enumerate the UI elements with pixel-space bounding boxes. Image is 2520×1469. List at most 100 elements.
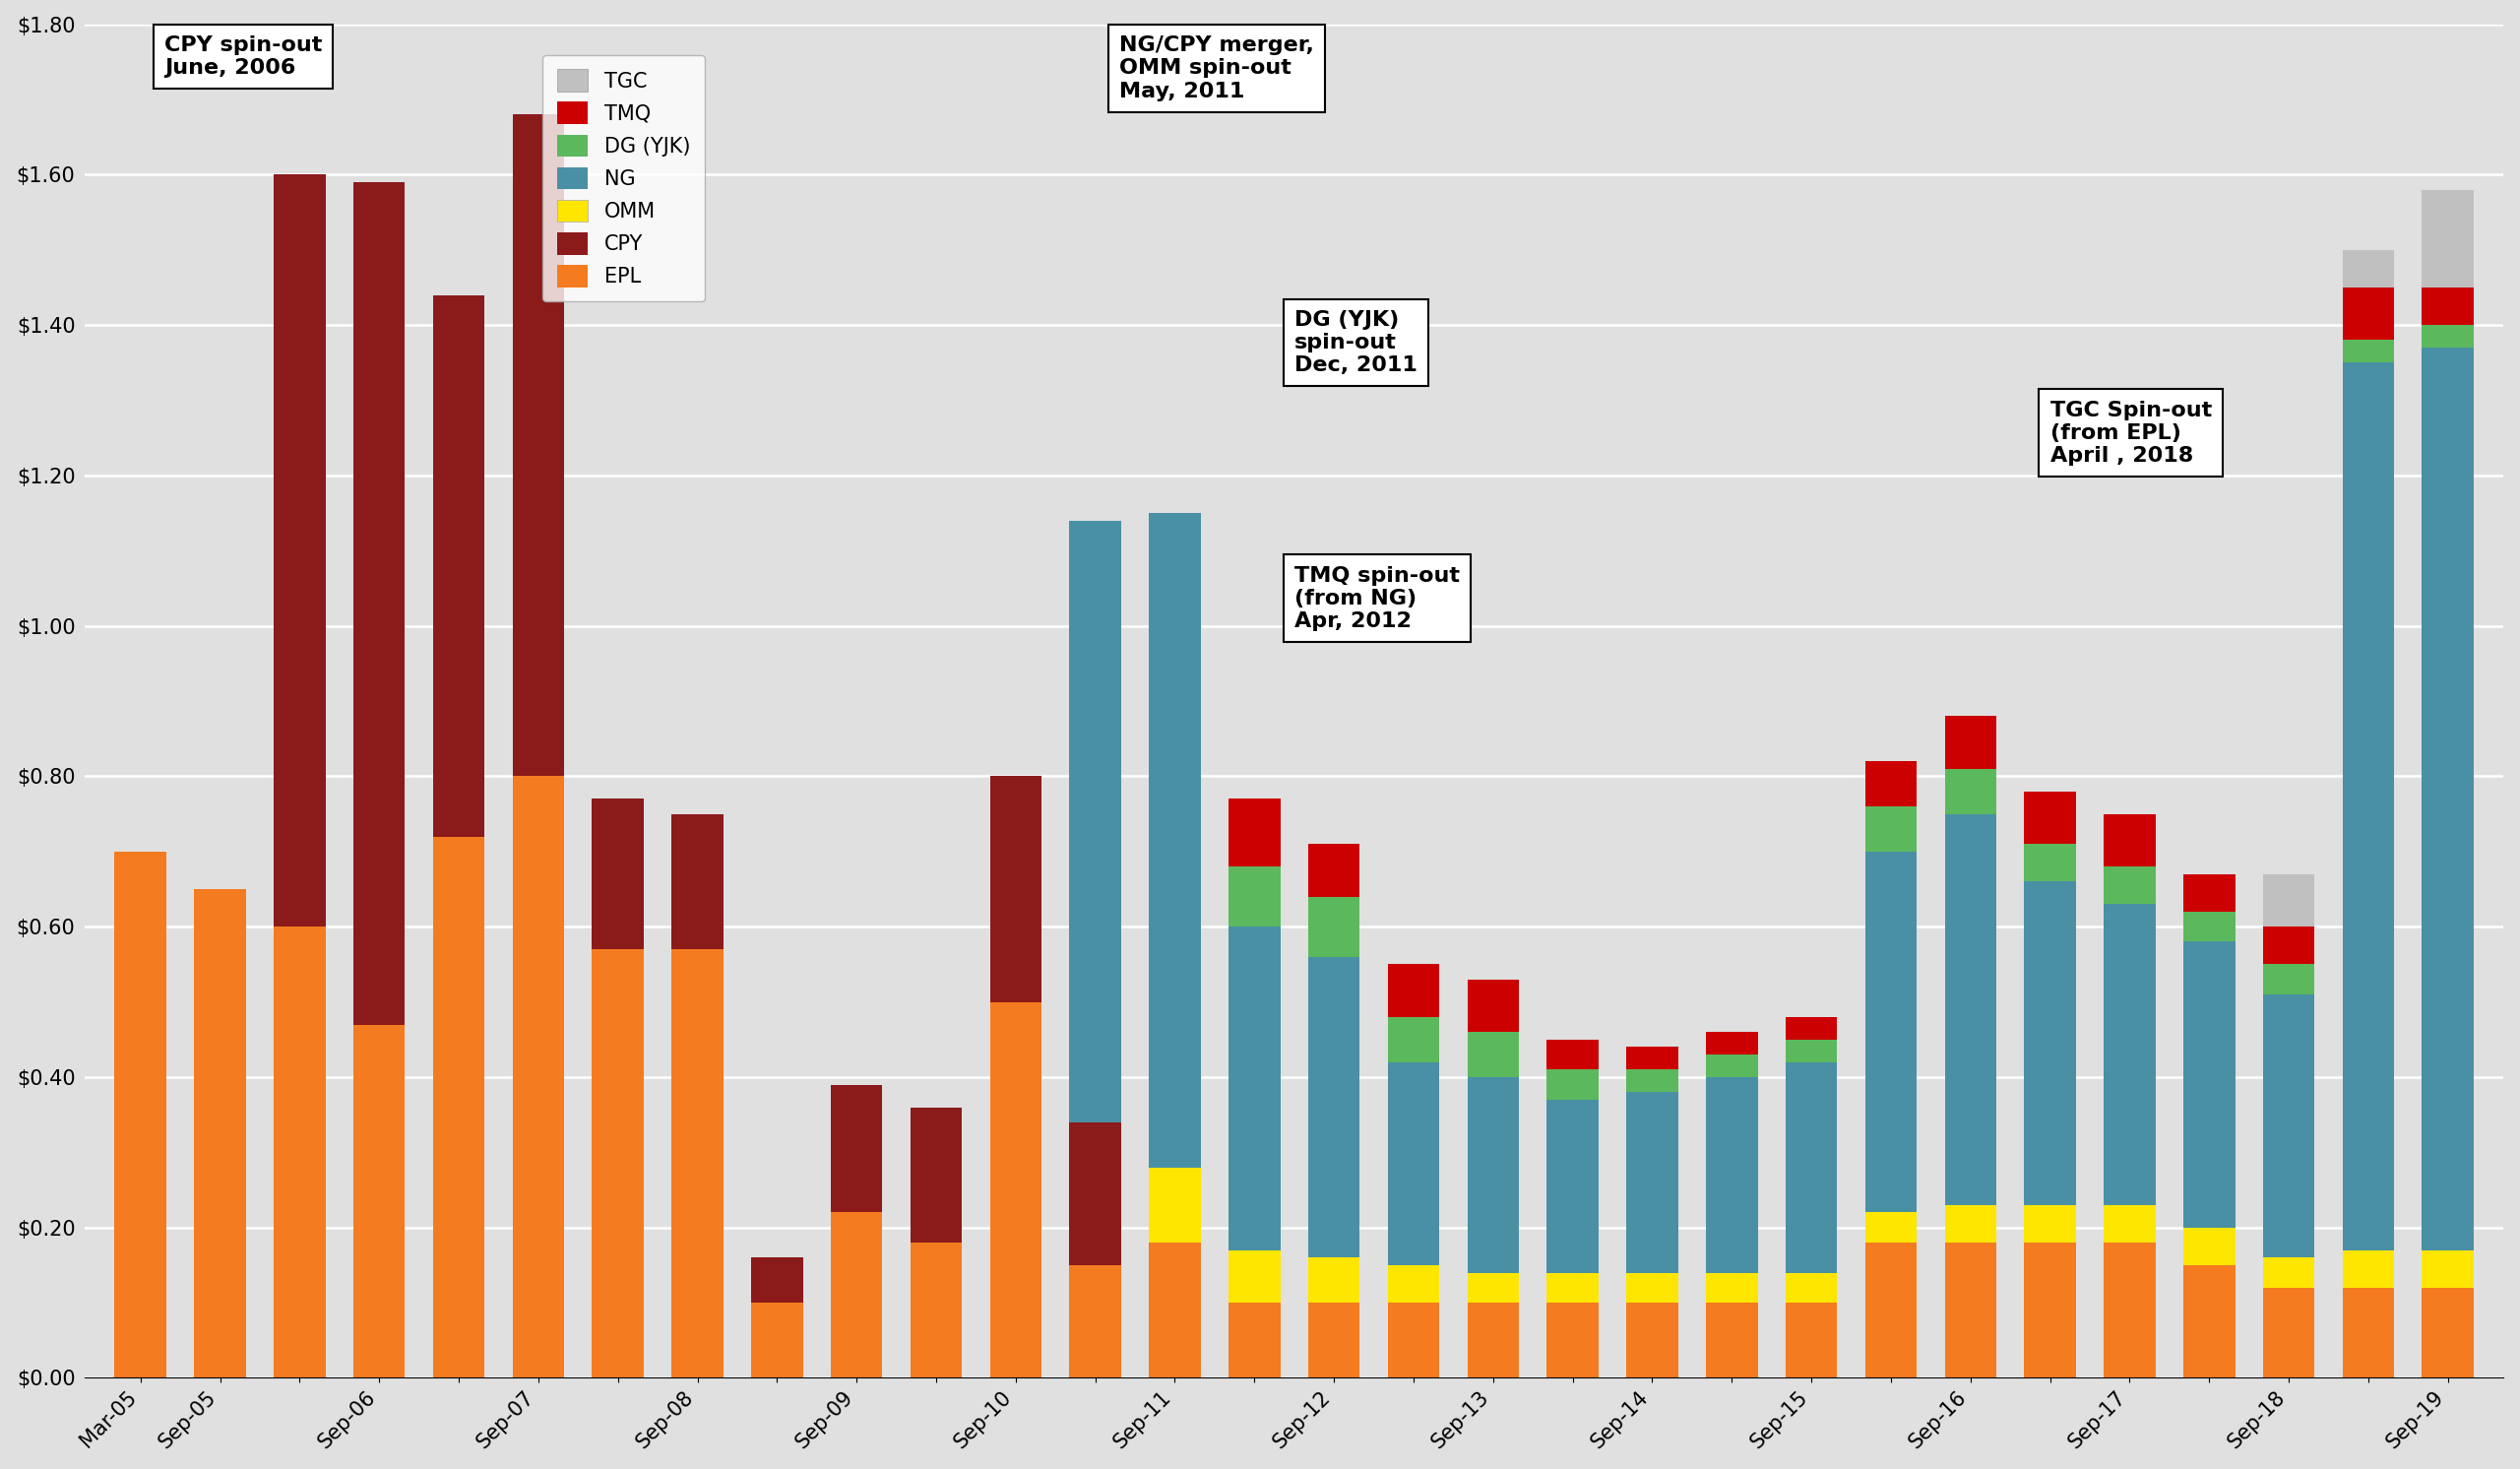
Bar: [2422, 288, 2475, 325]
Bar: [832, 1212, 882, 1378]
Bar: [2182, 874, 2235, 912]
Bar: [1865, 761, 1918, 806]
Bar: [2024, 881, 2076, 1205]
Bar: [592, 799, 643, 949]
Bar: [1547, 1040, 1598, 1069]
Bar: [1865, 806, 1918, 852]
Bar: [1625, 1047, 1678, 1069]
Bar: [2344, 288, 2394, 341]
Bar: [1389, 1303, 1439, 1378]
Bar: [1230, 1250, 1280, 1303]
Bar: [1945, 1243, 1996, 1378]
Bar: [194, 889, 247, 1378]
Bar: [353, 182, 406, 1024]
Bar: [1308, 1303, 1361, 1378]
Text: DG (YJK)
spin-out
Dec, 2011: DG (YJK) spin-out Dec, 2011: [1295, 310, 1416, 376]
Bar: [1230, 799, 1280, 867]
Bar: [2344, 1250, 2394, 1288]
Bar: [2263, 995, 2316, 1257]
Bar: [2263, 964, 2316, 995]
Bar: [1787, 1272, 1837, 1303]
Bar: [1865, 852, 1918, 1212]
Bar: [433, 295, 484, 836]
Bar: [1149, 1168, 1200, 1243]
Bar: [2182, 912, 2235, 942]
Bar: [592, 949, 643, 1378]
Bar: [2263, 1257, 2316, 1288]
Bar: [2182, 942, 2235, 1228]
Bar: [1149, 513, 1200, 1168]
Bar: [2024, 845, 2076, 881]
Bar: [2344, 363, 2394, 1250]
Bar: [1467, 1272, 1520, 1303]
Bar: [1706, 1055, 1756, 1077]
Bar: [1068, 520, 1121, 1122]
Bar: [1068, 1122, 1121, 1265]
Bar: [1945, 814, 1996, 1205]
Bar: [2422, 190, 2475, 288]
Bar: [1389, 964, 1439, 1017]
Bar: [1149, 1243, 1200, 1378]
Bar: [2024, 1243, 2076, 1378]
Bar: [1547, 1303, 1598, 1378]
Bar: [1389, 1265, 1439, 1303]
Bar: [2263, 1288, 2316, 1378]
Bar: [2104, 814, 2155, 867]
Bar: [1389, 1062, 1439, 1265]
Bar: [1547, 1100, 1598, 1272]
Bar: [1230, 927, 1280, 1250]
Bar: [1865, 1212, 1918, 1243]
Bar: [1308, 956, 1361, 1257]
Bar: [1625, 1272, 1678, 1303]
Bar: [2422, 1250, 2475, 1288]
Bar: [113, 852, 166, 1378]
Bar: [2422, 1288, 2475, 1378]
Bar: [512, 776, 564, 1378]
Text: TGC Spin-out
(from EPL)
April , 2018: TGC Spin-out (from EPL) April , 2018: [2051, 400, 2213, 466]
Bar: [2024, 792, 2076, 845]
Bar: [1787, 1303, 1837, 1378]
Bar: [2104, 1205, 2155, 1243]
Bar: [832, 1084, 882, 1212]
Bar: [2182, 1265, 2235, 1378]
Bar: [1625, 1091, 1678, 1272]
Bar: [512, 115, 564, 776]
Bar: [2422, 348, 2475, 1250]
Bar: [1865, 1243, 1918, 1378]
Bar: [1945, 717, 1996, 768]
Bar: [353, 1024, 406, 1378]
Bar: [1308, 845, 1361, 896]
Bar: [751, 1303, 804, 1378]
Bar: [1945, 768, 1996, 814]
Bar: [2344, 1288, 2394, 1378]
Bar: [673, 814, 723, 949]
Bar: [1230, 867, 1280, 927]
Bar: [673, 949, 723, 1378]
Bar: [2263, 874, 2316, 927]
Legend: TGC, TMQ, DG (YJK), NG, OMM, CPY, EPL: TGC, TMQ, DG (YJK), NG, OMM, CPY, EPL: [542, 54, 706, 301]
Bar: [2263, 927, 2316, 964]
Bar: [1787, 1062, 1837, 1272]
Text: NG/CPY merger,
OMM spin-out
May, 2011: NG/CPY merger, OMM spin-out May, 2011: [1119, 35, 1313, 101]
Bar: [910, 1243, 963, 1378]
Bar: [1068, 1265, 1121, 1378]
Bar: [1787, 1017, 1837, 1040]
Bar: [1547, 1272, 1598, 1303]
Text: CPY spin-out
June, 2006: CPY spin-out June, 2006: [164, 35, 323, 78]
Bar: [2104, 1243, 2155, 1378]
Text: TMQ spin-out
(from NG)
Apr, 2012: TMQ spin-out (from NG) Apr, 2012: [1295, 566, 1459, 632]
Bar: [1547, 1069, 1598, 1100]
Bar: [275, 175, 325, 927]
Bar: [751, 1257, 804, 1303]
Bar: [1706, 1272, 1756, 1303]
Bar: [2024, 1205, 2076, 1243]
Bar: [1230, 1303, 1280, 1378]
Bar: [1467, 1303, 1520, 1378]
Bar: [1389, 1017, 1439, 1062]
Bar: [275, 927, 325, 1378]
Bar: [2344, 250, 2394, 288]
Bar: [990, 776, 1041, 1002]
Bar: [433, 836, 484, 1378]
Bar: [1706, 1077, 1756, 1272]
Bar: [990, 1002, 1041, 1378]
